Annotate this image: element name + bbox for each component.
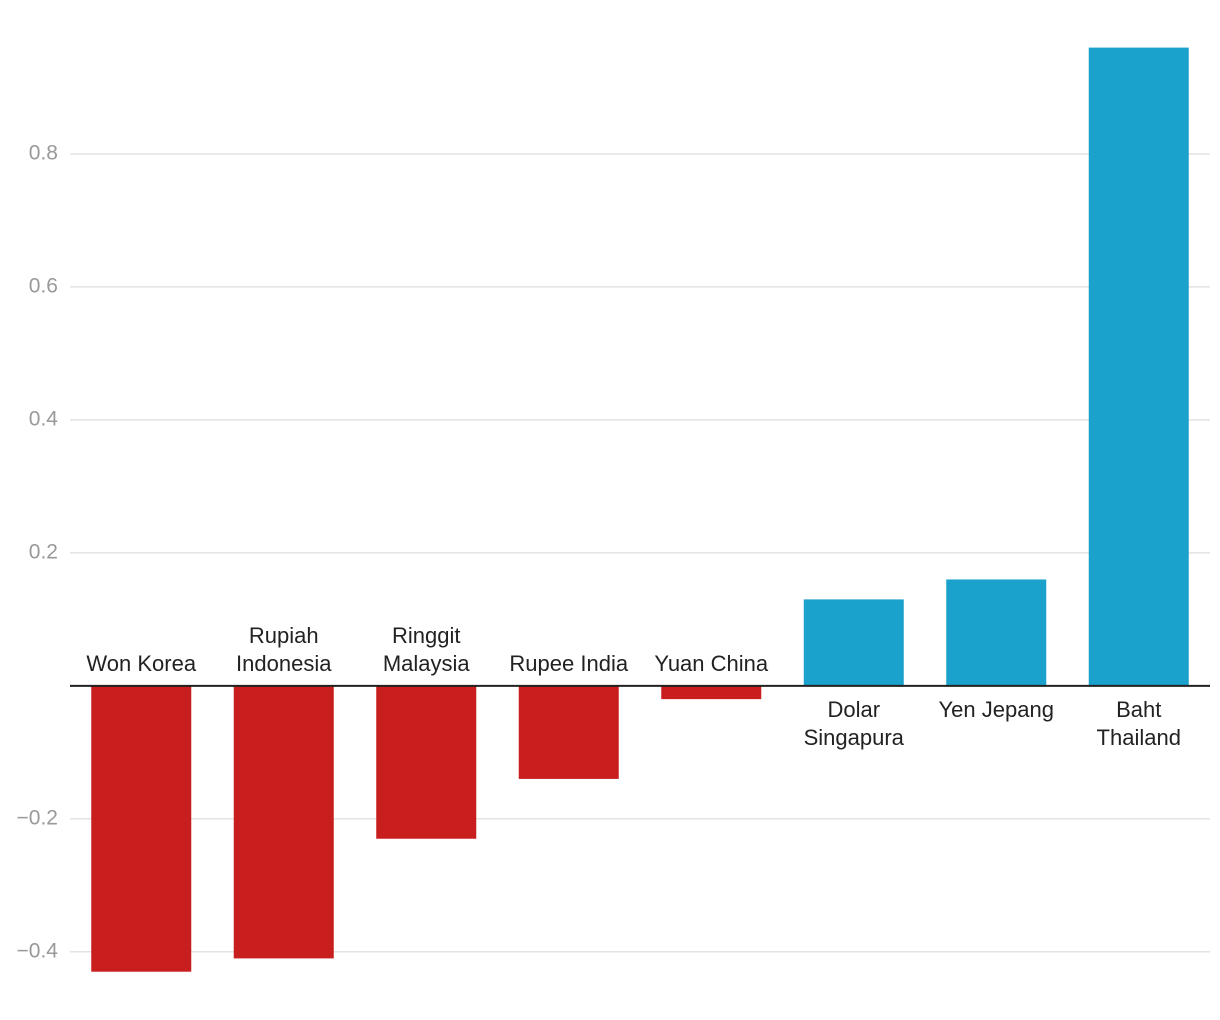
category-label: Ringgit Malaysia xyxy=(382,622,470,676)
category-label: Won Korea xyxy=(86,650,197,676)
bar xyxy=(946,579,1047,686)
y-tick-label: −0.2 xyxy=(17,806,58,829)
bar xyxy=(91,685,192,972)
bar xyxy=(376,685,477,839)
y-tick-label: −0.4 xyxy=(17,939,59,962)
category-label: Dolar Singapura xyxy=(803,696,904,750)
bar xyxy=(1088,47,1189,686)
bar xyxy=(661,685,762,700)
category-label: Rupee India xyxy=(509,650,629,676)
y-tick-label: 0.4 xyxy=(29,407,59,430)
category-label: Rupiah Indonesia xyxy=(236,622,332,676)
y-tick-label: 0.8 xyxy=(29,142,58,165)
y-tick-label: 0.2 xyxy=(29,540,58,563)
category-label: Baht Thailand xyxy=(1096,696,1181,750)
y-tick-label: 0.6 xyxy=(29,274,58,297)
category-label: Yen Jepang xyxy=(938,696,1054,722)
category-label: Yuan China xyxy=(654,650,769,676)
bar xyxy=(518,685,619,779)
bar xyxy=(803,599,904,686)
bar xyxy=(233,685,334,959)
